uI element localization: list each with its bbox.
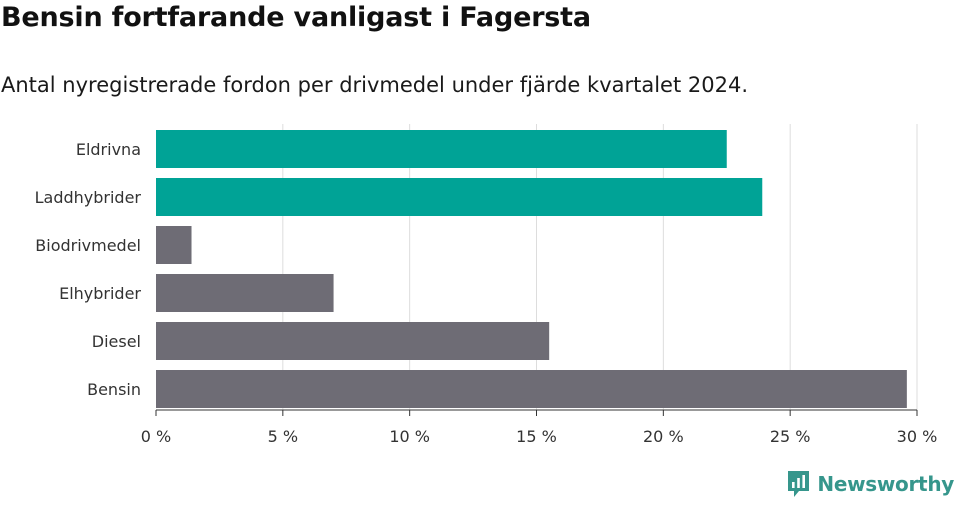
brand-name: Newsworthy bbox=[817, 472, 954, 496]
grid-lines bbox=[282, 124, 918, 410]
bar bbox=[156, 130, 727, 168]
bar bbox=[156, 322, 550, 360]
chart-subtitle: Antal nyregistrerade fordon per drivmede… bbox=[1, 73, 749, 97]
bar bbox=[156, 178, 763, 216]
bars bbox=[156, 130, 907, 408]
x-tick-label: 20 % bbox=[643, 427, 684, 446]
category-label: Biodrivmedel bbox=[35, 236, 141, 255]
category-label: Laddhybrider bbox=[35, 188, 142, 207]
chart-title: Bensin fortfarande vanligast i Fagersta bbox=[1, 2, 591, 33]
bar bbox=[156, 226, 192, 264]
x-tick-label: 5 % bbox=[268, 427, 298, 446]
x-tick-label: 25 % bbox=[770, 427, 811, 446]
category-label: Diesel bbox=[92, 332, 141, 351]
category-labels: Eldrivna Laddhybrider Biodrivmedel Elhybrid… bbox=[35, 140, 142, 399]
x-axis: 0 % 5 % 10 % 15 % 20 % 25 % 30 % bbox=[141, 409, 938, 446]
newsworthy-logo-icon bbox=[788, 471, 810, 497]
x-tick-label: 10 % bbox=[389, 427, 430, 446]
bar bbox=[156, 274, 334, 312]
category-label: Bensin bbox=[87, 380, 141, 399]
brand: Newsworthy bbox=[786, 470, 954, 498]
bar bbox=[156, 370, 907, 408]
x-tick-label: 15 % bbox=[516, 427, 557, 446]
x-tick-label: 0 % bbox=[141, 427, 171, 446]
x-tick-label: 30 % bbox=[897, 427, 938, 446]
category-label: Eldrivna bbox=[76, 140, 141, 159]
category-label: Elhybrider bbox=[59, 284, 141, 303]
